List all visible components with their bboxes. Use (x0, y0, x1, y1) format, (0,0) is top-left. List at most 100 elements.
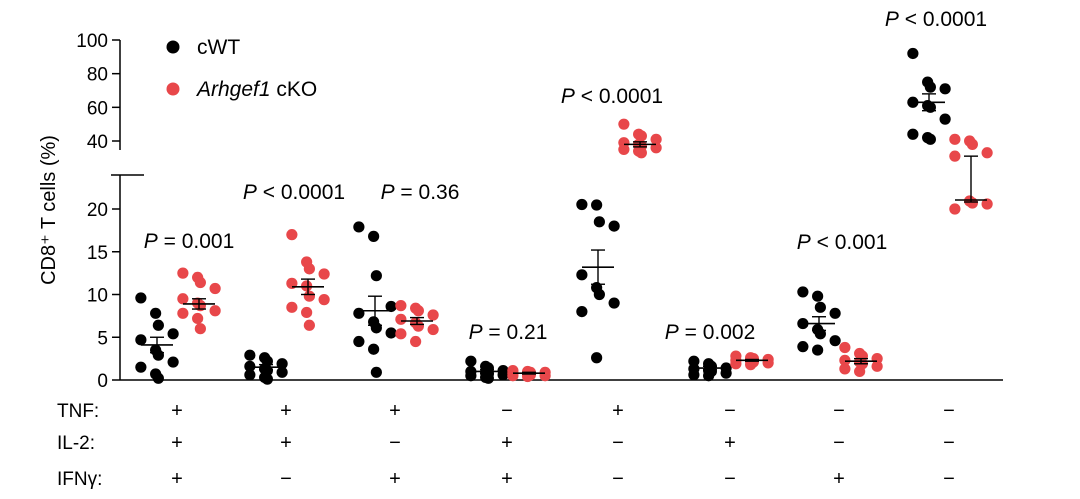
data-point (593, 216, 605, 228)
condition-sign: + (280, 432, 292, 454)
condition-sign: − (943, 468, 955, 490)
data-point (353, 307, 365, 319)
data-point (370, 366, 382, 378)
data-point (829, 307, 841, 319)
condition-sign: + (501, 432, 513, 454)
data-point (576, 269, 588, 281)
p-value-label: P = 0.36 (381, 181, 460, 204)
data-point (635, 147, 647, 159)
condition-sign: − (280, 468, 292, 490)
y-tick-label: 40 (87, 132, 108, 153)
data-point (981, 147, 993, 159)
condition-row-label: IFNγ: (57, 469, 102, 490)
p-value-label: P < 0.001 (797, 231, 888, 254)
data-point (303, 290, 315, 302)
mean-sem-bars (141, 93, 987, 375)
data-point (177, 293, 189, 305)
condition-sign: − (389, 432, 401, 454)
data-point (209, 305, 221, 317)
data-point (152, 319, 164, 331)
data-point (209, 282, 221, 295)
data-point (797, 286, 809, 298)
data-point (244, 369, 256, 381)
condition-table: TNF: IL-2: IFNγ: + + + + + − + − + − + + + − − − + − − − + − − − (57, 400, 955, 490)
data-point (949, 203, 961, 215)
data-point (370, 270, 382, 282)
condition-sign: − (724, 400, 736, 422)
data-point (194, 276, 206, 289)
data-point (949, 133, 961, 145)
condition-sign: − (612, 432, 624, 454)
data-point (688, 355, 700, 367)
data-point (244, 360, 256, 372)
condition-sign: + (280, 400, 292, 422)
data-point (135, 292, 147, 304)
y-tick-label: 60 (87, 98, 108, 119)
legend-marker (166, 40, 180, 54)
y-tick-label: 10 (87, 286, 108, 307)
condition-sign: + (171, 432, 183, 454)
legend-label: cWT (197, 36, 240, 59)
condition-sign: − (501, 400, 513, 422)
data-point (762, 357, 774, 369)
data-point (797, 341, 809, 353)
p-value-label: P = 0.001 (144, 230, 235, 253)
data-point (703, 370, 715, 382)
data-point (427, 309, 439, 321)
data-point (939, 113, 951, 125)
data-point (576, 306, 588, 318)
condition-sign: + (389, 468, 401, 490)
data-point (167, 356, 179, 368)
data-point (318, 294, 330, 306)
data-point (907, 47, 919, 60)
data-point (839, 341, 851, 354)
data-point (150, 307, 162, 319)
condition-sign: + (612, 400, 624, 422)
data-point (635, 130, 647, 142)
data-point (812, 344, 824, 356)
data-point (871, 360, 883, 372)
data-point (135, 361, 147, 373)
y-tick-label: 80 (87, 65, 108, 86)
data-point (966, 197, 978, 209)
condition-sign: + (724, 432, 736, 454)
data-point (576, 198, 588, 211)
y-tick-label: 15 (87, 243, 108, 264)
data-point (591, 199, 603, 211)
y-axis-title: CD8⁺ T cells (%) (38, 135, 60, 285)
data-point (812, 290, 824, 302)
data-point (981, 198, 993, 210)
data-point (814, 301, 826, 313)
data-point (412, 305, 424, 317)
data-point (591, 352, 603, 364)
data-point (465, 370, 477, 382)
data-point (177, 307, 189, 319)
condition-sign: + (171, 468, 183, 490)
data-point (507, 370, 519, 382)
data-point (924, 81, 936, 93)
data-point (192, 312, 204, 325)
condition-sign: + (833, 468, 845, 490)
data-point (152, 349, 164, 361)
data-point (618, 118, 630, 130)
y-tick-label: 100 (76, 31, 108, 52)
condition-sign: + (171, 400, 183, 422)
data-point (385, 300, 397, 313)
data-point (966, 138, 978, 150)
condition-sign: − (833, 432, 845, 454)
data-point (303, 319, 315, 331)
condition-row-label: IL-2: (57, 433, 95, 454)
condition-sign: + (501, 468, 513, 490)
data-point (593, 288, 605, 301)
data-point (353, 221, 365, 233)
data-point (839, 354, 851, 366)
legend-marker (166, 82, 180, 96)
data-point (301, 280, 313, 292)
data-point (301, 306, 313, 319)
data-point (368, 230, 380, 242)
data-point (135, 334, 147, 346)
data-point (608, 297, 620, 309)
data-point (353, 335, 365, 348)
y-tick-label: 20 (87, 200, 108, 221)
data-point (924, 133, 936, 145)
